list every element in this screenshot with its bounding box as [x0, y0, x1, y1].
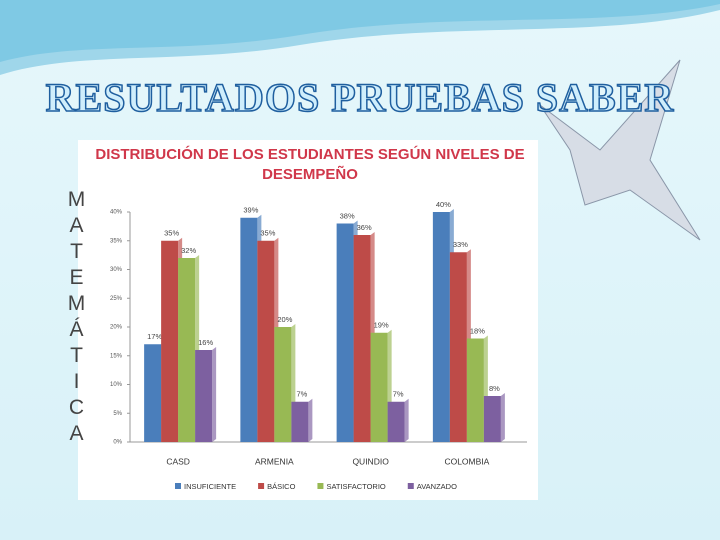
- legend-swatch: [407, 483, 414, 489]
- value-label: 33%: [453, 240, 468, 249]
- value-label: 18%: [470, 326, 485, 335]
- value-label: 8%: [489, 384, 500, 393]
- y-tick-label: 35%: [110, 238, 123, 244]
- value-label: 16%: [198, 338, 213, 347]
- bar: [483, 396, 501, 442]
- value-label: 35%: [164, 229, 179, 238]
- chart-title-box: DISTRIBUCIÓN DE LOS ESTUDIANTES SEGÚN NI…: [95, 146, 525, 183]
- value-label: 7%: [296, 390, 307, 399]
- bar: [240, 217, 258, 442]
- bar: [178, 258, 196, 442]
- y-tick-label: 15%: [110, 353, 123, 359]
- bar: [291, 401, 309, 442]
- bar-side: [308, 398, 313, 442]
- bar: [387, 401, 405, 442]
- legend-label: INSUFICIENTE: [184, 482, 236, 491]
- bar: [161, 240, 179, 442]
- value-label: 20%: [277, 315, 292, 324]
- y-tick-label: 30%: [110, 267, 123, 273]
- side-label: MATEMÁTICA: [65, 188, 88, 448]
- x-tick-label: COLOMBIA: [444, 456, 489, 466]
- value-label: 17%: [147, 332, 162, 341]
- x-tick-label: QUINDIO: [352, 456, 389, 466]
- bar: [432, 212, 450, 442]
- paper-crane: [539, 59, 701, 241]
- slide-title: RESULTADOS PRUEBAS SABER: [45, 74, 675, 121]
- x-tick-label: ARMENIA: [255, 456, 294, 466]
- legend-swatch: [317, 483, 324, 489]
- y-tick-label: 25%: [110, 296, 123, 302]
- value-label: 7%: [393, 390, 404, 399]
- bar-side: [500, 393, 505, 442]
- legend-swatch: [258, 483, 265, 489]
- y-tick-label: 0%: [113, 440, 122, 446]
- legend-label: AVANZADO: [417, 482, 457, 491]
- top-wave-inner: [0, 0, 720, 62]
- bar: [336, 223, 354, 442]
- bar: [274, 327, 292, 442]
- legend-label: BÁSICO: [267, 482, 296, 491]
- bar: [144, 344, 162, 442]
- y-tick-label: 20%: [110, 325, 123, 331]
- value-label: 39%: [243, 206, 258, 215]
- bar: [466, 338, 484, 442]
- bar: [353, 235, 371, 442]
- x-tick-label: CASD: [166, 456, 190, 466]
- bar: [257, 240, 275, 442]
- y-tick-label: 10%: [110, 382, 123, 388]
- value-label: 40%: [436, 200, 451, 209]
- bar-side: [212, 347, 217, 442]
- y-tick-label: 5%: [113, 411, 122, 417]
- value-label: 19%: [374, 321, 389, 330]
- legend-label: SATISFACTORIO: [326, 482, 385, 491]
- bar: [195, 350, 213, 442]
- chart-title: DISTRIBUCIÓN DE LOS ESTUDIANTES SEGÚN NI…: [95, 146, 525, 183]
- y-tick-label: 40%: [110, 210, 123, 216]
- legend-swatch: [175, 483, 181, 489]
- value-label: 38%: [340, 211, 355, 220]
- value-label: 36%: [357, 223, 372, 232]
- bar-side: [404, 398, 409, 442]
- value-label: 32%: [181, 246, 196, 255]
- bar: [449, 252, 467, 442]
- value-label: 35%: [260, 229, 275, 238]
- bar: [370, 332, 388, 442]
